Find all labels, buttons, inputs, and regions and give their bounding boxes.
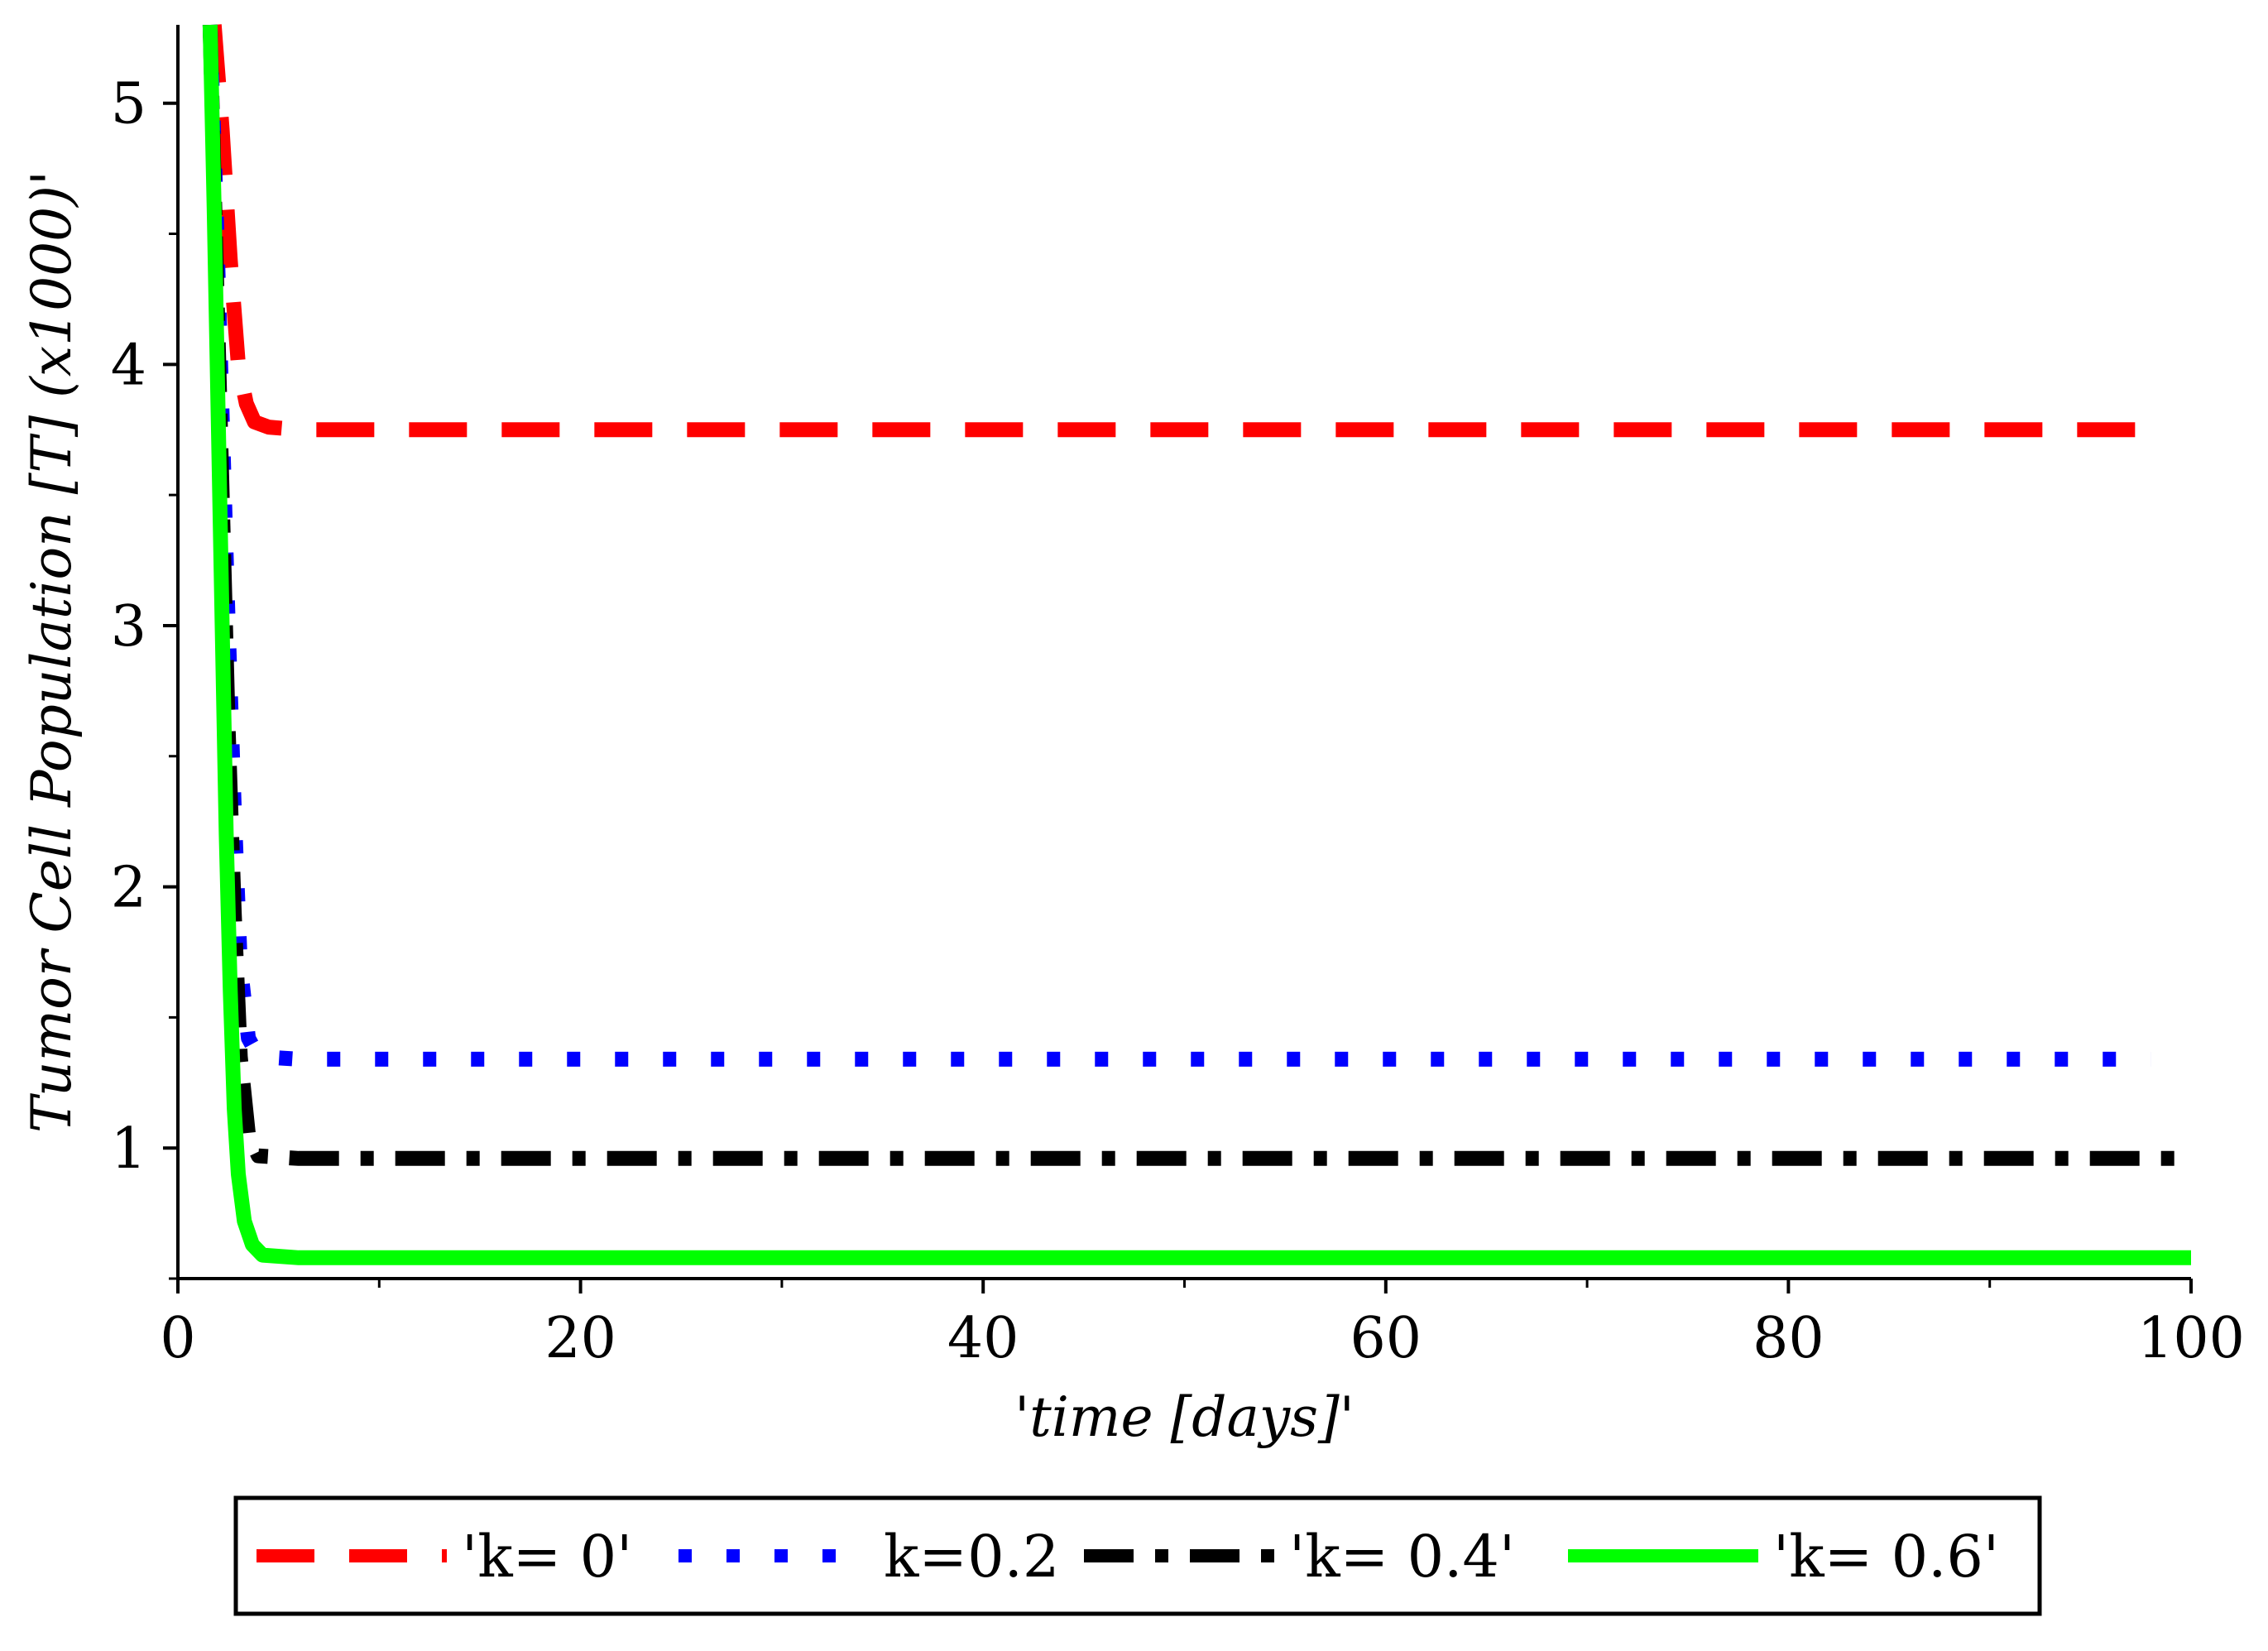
legend-items: 'k= 0' k=0.2 'k= 0.4' 'k= 0.6' — [257, 1523, 1999, 1591]
x-tick-label: 100 — [2137, 1306, 2245, 1371]
x-ticks: 0 20 40 60 80 100 — [160, 1279, 2245, 1371]
legend-box — [233, 1495, 2042, 1616]
x-tick-label: 40 — [947, 1306, 1019, 1371]
y-ticks: 1 2 3 4 5 — [111, 72, 178, 1280]
plot-area: 0 20 40 60 80 100 1 2 3 4 5 — [111, 24, 2245, 1371]
y-tick-label: 3 — [111, 594, 146, 660]
series-line-0 — [206, 24, 2151, 438]
x-axis-title: 'time [days]' — [1014, 1385, 1355, 1449]
legend: 'k= 0' k=0.2 'k= 0.4' 'k= 0.6' — [233, 1495, 2042, 1616]
y-tick-label: 4 — [111, 333, 146, 398]
y-axis-title: Tumor Cell Population [T] (x1000)' — [20, 170, 84, 1133]
x-tick-label: 20 — [544, 1306, 616, 1371]
x-tick-label: 80 — [1753, 1306, 1824, 1371]
y-tick-label: 5 — [111, 72, 146, 137]
series-layer — [202, 24, 2191, 1265]
y-tick-label: 2 — [111, 856, 146, 921]
y-tick-label: 1 — [111, 1116, 146, 1182]
legend-label-3: 'k= 0.6' — [1773, 1523, 1999, 1591]
series-line-2 — [202, 24, 2191, 1166]
x-tick-label: 0 — [160, 1306, 195, 1371]
series-line-3 — [202, 24, 2191, 1265]
legend-label-2: 'k= 0.4' — [1289, 1523, 1515, 1591]
x-tick-label: 60 — [1350, 1306, 1422, 1371]
series-line-1 — [202, 24, 2151, 1067]
legend-label-1: k=0.2 — [884, 1523, 1059, 1591]
legend-label-0: 'k= 0' — [462, 1523, 632, 1591]
